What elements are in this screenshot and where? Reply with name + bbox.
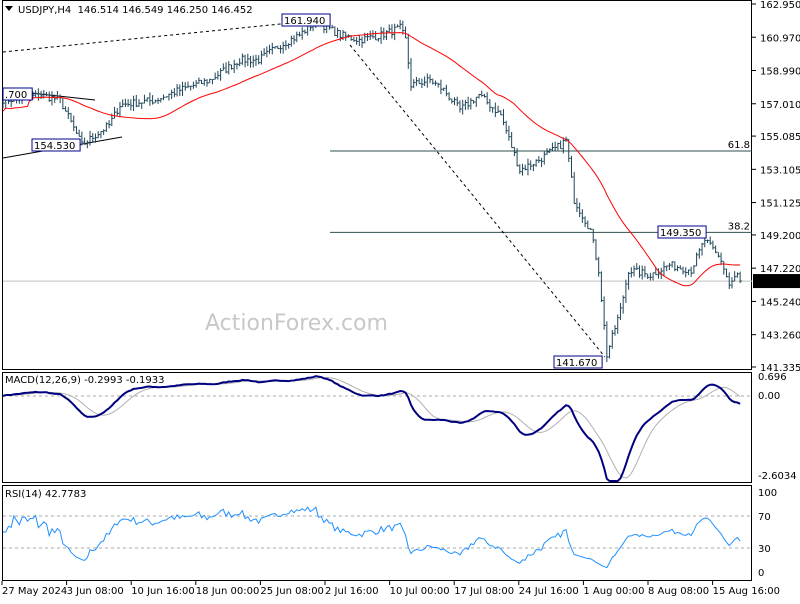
macd-line (2, 375, 741, 482)
time-tick-label: 1 Aug 00:00 (583, 586, 644, 597)
fib-level-label: 38.2 (728, 221, 750, 232)
price-tick-label: 157.010 (760, 100, 800, 111)
time-tick-label: 24 Jul 16:00 (519, 586, 579, 597)
price-tick-label: 162.950 (760, 0, 800, 11)
price-panel: 61.8 38.2 161.940 154.530 .700 149.350 141.670 (2, 13, 752, 369)
current-price-badge (753, 274, 800, 289)
price-tick-label: 147.220 (760, 264, 800, 275)
price-tick-label: 143.260 (760, 331, 800, 342)
time-tick-label: 10 Jul 00:00 (390, 586, 450, 597)
price-label: 161.940 (284, 16, 325, 27)
price-label: 149.350 (660, 228, 701, 239)
time-tick-label: 27 May 2024 (2, 586, 67, 597)
price-label-box (281, 13, 331, 27)
time-tick-label: 2 Jul 16:00 (325, 586, 379, 597)
watermark: ActionForex.com (205, 311, 388, 336)
current-price-value: 146.452 (756, 277, 797, 288)
price-label-box (657, 225, 707, 239)
moving-average-line (2, 32, 741, 287)
macd-tick-label: 0.696 (758, 372, 787, 383)
macd-panel (2, 375, 752, 482)
price-tick-label: 141.335 (760, 363, 800, 374)
price-label-box (31, 138, 81, 152)
rsi-panel (3, 506, 752, 569)
price-tick-label: 145.240 (760, 297, 800, 308)
price-tick-label: 155.085 (760, 132, 800, 143)
rsi-label: RSI(14) 42.7783 (5, 489, 86, 500)
fib-level-label: 61.8 (728, 140, 750, 151)
rsi-tick-label: 70 (758, 512, 771, 523)
dropdown-triangle-icon[interactable] (5, 6, 13, 11)
rsi-tick-label: 100 (758, 488, 777, 499)
macd-tick-label: -2.6034 (758, 471, 797, 482)
panel-frames (2, 0, 752, 581)
time-tick-label: 10 Jun 16:00 (131, 586, 195, 597)
price-label: 154.530 (34, 141, 75, 152)
macd-signal-line (2, 377, 741, 479)
price-tick-label: 151.125 (760, 199, 800, 210)
time-tick-label: 17 Jul 08:00 (454, 586, 514, 597)
time-tick-label: 18 Jun 00:00 (196, 586, 260, 597)
rsi-tick-label: 0 (758, 568, 764, 579)
trendline-dotted (349, 44, 606, 358)
price-label-box (553, 355, 603, 369)
time-tick-label: 25 Jun 08:00 (260, 586, 324, 597)
price-tick-label: 149.200 (760, 231, 800, 242)
price-tick-label: 153.105 (760, 165, 800, 176)
rsi-tick-label: 30 (758, 544, 771, 555)
time-tick-label: 8 Aug 08:00 (648, 586, 709, 597)
price-tick-label: 160.970 (760, 33, 800, 44)
time-tick-label: 15 Aug 16:00 (713, 586, 780, 597)
macd-tick-label: 0.00 (758, 391, 780, 402)
price-label: .700 (5, 90, 27, 101)
price-label-box (2, 87, 33, 101)
trendline-dotted (2, 19, 321, 53)
price-label: 141.670 (556, 358, 597, 369)
rsi-line (3, 506, 741, 569)
time-tick-label: 3 Jun 08:00 (67, 586, 124, 597)
macd-label: MACD(12,26,9) -0.2993 -0.1933 (5, 375, 165, 386)
price-tick-label: 158.990 (760, 67, 800, 78)
chart-title: USDJPY,H4 146.514 146.549 146.250 146.45… (18, 5, 253, 16)
